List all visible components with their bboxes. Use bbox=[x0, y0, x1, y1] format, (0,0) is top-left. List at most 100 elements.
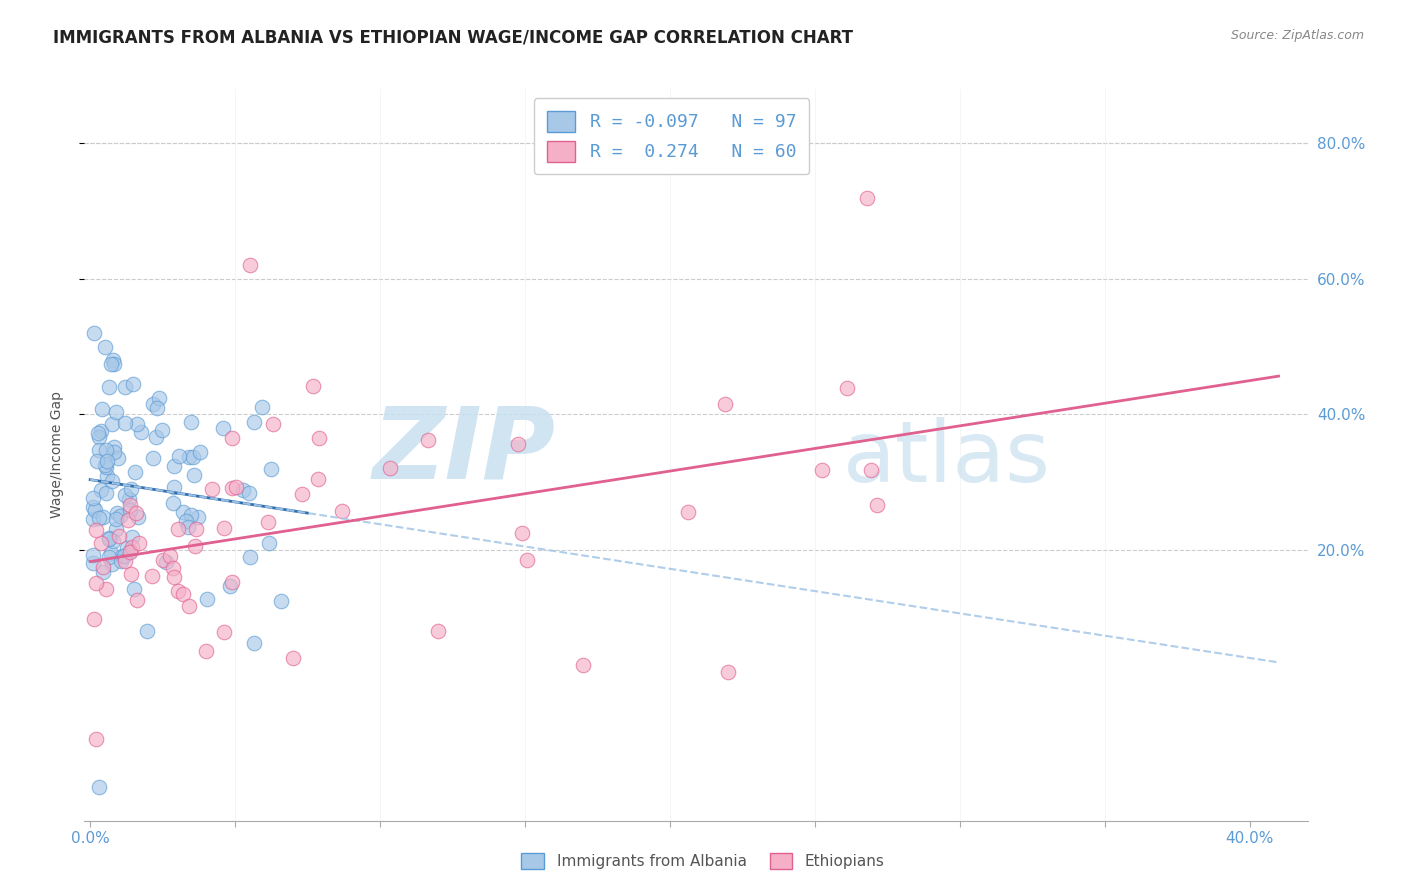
Point bbox=[108, 509, 131, 524]
Point bbox=[83, 612, 105, 626]
Point bbox=[121, 530, 143, 544]
Point bbox=[856, 190, 879, 204]
Point bbox=[124, 582, 146, 597]
Point bbox=[163, 570, 186, 584]
Point bbox=[212, 421, 235, 435]
Point bbox=[89, 510, 111, 524]
Point bbox=[120, 545, 142, 559]
Text: Source: ZipAtlas.com: Source: ZipAtlas.com bbox=[1230, 29, 1364, 42]
Point bbox=[97, 380, 120, 394]
Point bbox=[91, 565, 114, 579]
Point bbox=[169, 449, 191, 463]
Point bbox=[103, 444, 125, 458]
Point bbox=[180, 508, 202, 522]
Point bbox=[163, 459, 186, 474]
Point bbox=[260, 461, 283, 475]
Point bbox=[225, 480, 247, 494]
Point bbox=[179, 599, 201, 613]
Point bbox=[201, 482, 224, 496]
Point bbox=[103, 357, 125, 371]
Point bbox=[239, 550, 262, 565]
Point bbox=[84, 732, 107, 747]
Point bbox=[676, 505, 699, 519]
Point bbox=[98, 531, 121, 545]
Point bbox=[97, 549, 120, 564]
Point bbox=[195, 644, 218, 658]
Point bbox=[257, 536, 280, 550]
Point bbox=[107, 451, 129, 466]
Point bbox=[162, 561, 184, 575]
Point bbox=[94, 582, 117, 597]
Point bbox=[262, 417, 284, 431]
Point bbox=[127, 417, 149, 431]
Point bbox=[167, 584, 190, 599]
Point bbox=[239, 258, 262, 272]
Point bbox=[142, 450, 165, 465]
Point bbox=[82, 556, 104, 570]
Point bbox=[380, 460, 402, 475]
Point bbox=[188, 444, 211, 458]
Point bbox=[96, 454, 118, 468]
Point bbox=[120, 482, 142, 496]
Point bbox=[96, 469, 118, 483]
Point bbox=[110, 554, 132, 568]
Point bbox=[94, 458, 117, 473]
Point bbox=[93, 340, 115, 354]
Point bbox=[142, 397, 165, 411]
Point bbox=[94, 459, 117, 474]
Point bbox=[510, 525, 533, 540]
Text: ZIP: ZIP bbox=[373, 403, 555, 500]
Point bbox=[91, 402, 114, 417]
Point bbox=[416, 433, 439, 447]
Point bbox=[183, 468, 205, 483]
Point bbox=[105, 506, 128, 520]
Point bbox=[96, 486, 118, 500]
Point bbox=[89, 442, 111, 457]
Point bbox=[91, 560, 114, 574]
Point bbox=[118, 543, 141, 558]
Point bbox=[90, 535, 112, 549]
Point bbox=[242, 415, 264, 429]
Point bbox=[91, 510, 114, 524]
Point bbox=[427, 624, 450, 638]
Point bbox=[717, 665, 740, 679]
Point bbox=[86, 453, 108, 467]
Point bbox=[100, 357, 122, 371]
Point bbox=[506, 437, 529, 451]
Point bbox=[232, 483, 254, 498]
Point bbox=[221, 481, 243, 495]
Point bbox=[177, 450, 200, 465]
Y-axis label: Wage/Income Gap: Wage/Income Gap bbox=[49, 392, 63, 518]
Point bbox=[121, 540, 143, 554]
Point bbox=[212, 521, 235, 535]
Point bbox=[865, 498, 887, 512]
Legend: R = -0.097   N = 97, R =  0.274   N = 60: R = -0.097 N = 97, R = 0.274 N = 60 bbox=[534, 98, 808, 174]
Point bbox=[84, 576, 107, 591]
Point bbox=[128, 536, 150, 550]
Point bbox=[111, 549, 134, 564]
Point bbox=[257, 515, 280, 529]
Point bbox=[82, 491, 104, 505]
Point bbox=[141, 569, 163, 583]
Point bbox=[129, 425, 152, 439]
Point bbox=[145, 430, 167, 444]
Point bbox=[155, 555, 177, 569]
Point bbox=[87, 780, 110, 794]
Point bbox=[114, 416, 136, 430]
Point bbox=[219, 579, 242, 593]
Point bbox=[120, 503, 142, 517]
Point bbox=[172, 505, 194, 519]
Point bbox=[107, 529, 129, 543]
Point bbox=[98, 532, 121, 546]
Point bbox=[124, 506, 146, 520]
Point bbox=[713, 397, 735, 411]
Point bbox=[252, 400, 274, 414]
Point bbox=[162, 480, 184, 494]
Point bbox=[150, 423, 173, 437]
Point bbox=[103, 440, 125, 454]
Point bbox=[221, 431, 243, 445]
Point bbox=[86, 523, 108, 537]
Text: atlas: atlas bbox=[842, 417, 1050, 500]
Point bbox=[117, 492, 139, 507]
Point bbox=[87, 425, 110, 440]
